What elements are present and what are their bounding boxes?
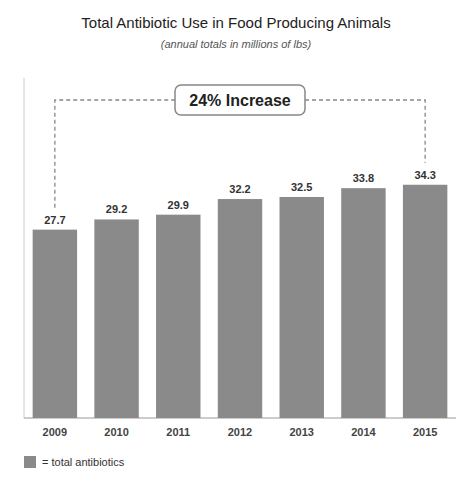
x-tick-label: 2014	[351, 426, 376, 438]
annotation-line	[305, 100, 425, 163]
annotation: 24% Increase	[189, 92, 291, 109]
data-labels: 27.7 29.2 29.9 32.2 32.5 33.8 34.3	[44, 169, 436, 226]
x-tick-label: 2012	[228, 426, 252, 438]
annotation-box	[175, 85, 305, 115]
data-label: 33.8	[353, 172, 374, 184]
x-tick-label: 2010	[104, 426, 128, 438]
chart: Total Antibiotic Use in Food Producing A…	[0, 0, 472, 500]
bar	[94, 219, 138, 418]
data-label: 34.3	[414, 169, 435, 181]
x-tick-label: 2013	[289, 426, 313, 438]
legend: = total antibiotics	[24, 456, 125, 468]
bar	[403, 185, 447, 418]
bar	[156, 215, 200, 418]
annotation-group: 24% Increase	[55, 85, 425, 208]
title: Total Antibiotic Use in Food Producing A…	[81, 14, 390, 31]
data-label: 29.2	[106, 203, 127, 215]
x-tick-label: 2015	[413, 426, 437, 438]
bar	[341, 188, 385, 418]
data-label: 27.7	[44, 214, 65, 226]
bars	[33, 185, 448, 418]
data-label: 32.5	[291, 181, 312, 193]
data-label: 29.9	[168, 199, 189, 211]
subtitle: (annual totals in millions of lbs)	[161, 38, 312, 50]
legend-swatch	[24, 456, 36, 468]
x-tick-label: 2009	[43, 426, 67, 438]
bar	[218, 199, 262, 418]
bar	[279, 197, 323, 418]
legend-label: = total antibiotics	[42, 456, 125, 468]
x-tick-label: 2011	[166, 426, 190, 438]
bar	[33, 230, 77, 418]
annotation-line	[55, 100, 175, 208]
data-label: 32.2	[229, 183, 250, 195]
y-axis-line	[24, 78, 25, 418]
